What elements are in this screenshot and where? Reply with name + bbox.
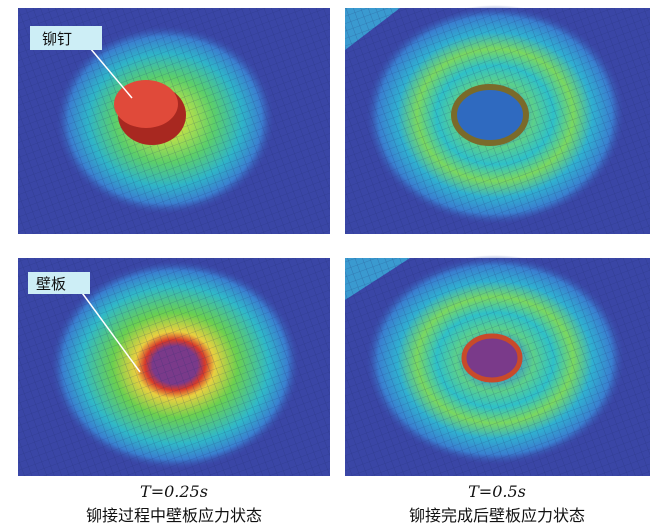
caption-text: 铆接过程中壁板应力状态 (86, 506, 262, 525)
panel-bottom-left: 壁板 (18, 258, 330, 476)
caption-time: T=0.25s (140, 482, 208, 501)
panel-label: 壁板 (36, 275, 66, 293)
panel-bottom-right (345, 255, 650, 476)
caption-time: T=0.5s (468, 482, 526, 501)
panel-top-left: 铆钉 (18, 8, 330, 234)
rivet-label: 铆钉 (42, 30, 72, 48)
figure: 铆钉 壁板 T=0.25s 铆接过程中壁板应力状态 T=0.5s 铆接完成后壁板… (0, 0, 658, 531)
panel-top-right (345, 5, 650, 234)
caption-text: 铆接完成后壁板应力状态 (409, 506, 585, 525)
